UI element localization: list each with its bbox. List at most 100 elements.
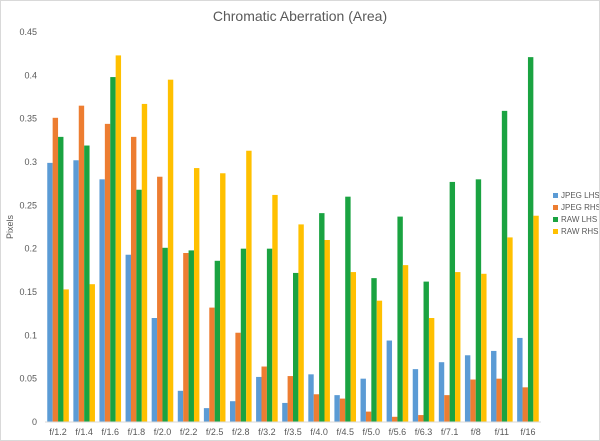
series-jpeg-lhs — [47, 160, 523, 422]
bar — [360, 378, 366, 422]
bar — [308, 374, 314, 422]
bar — [491, 350, 497, 422]
x-tick-label: f/4.5 — [336, 427, 354, 437]
bar — [464, 355, 471, 422]
legend-item: RAW RHS — [553, 227, 598, 236]
bar — [141, 103, 148, 423]
bar — [412, 369, 419, 422]
chart-title: Chromatic Aberration (Area) — [213, 8, 387, 24]
bar — [47, 162, 53, 422]
bar — [287, 376, 293, 422]
bar — [52, 117, 59, 423]
x-tick-label: f/2.5 — [206, 427, 224, 437]
legend-label: JPEG RHS — [561, 203, 599, 212]
x-tick-label: f/4.0 — [310, 427, 328, 437]
bar — [203, 408, 210, 422]
y-tick-label: 0.4 — [24, 70, 37, 80]
series-raw-rhs — [63, 55, 539, 423]
bar — [193, 168, 200, 422]
bar — [334, 395, 340, 422]
y-tick-label: 0 — [32, 417, 37, 427]
bar — [371, 278, 377, 422]
x-tick-label: f/1.8 — [128, 427, 146, 437]
y-tick-label: 0.45 — [19, 27, 37, 37]
y-tick-label: 0.25 — [19, 200, 37, 210]
bar — [115, 55, 122, 423]
bar — [177, 390, 184, 422]
legend: JPEG LHS JPEG RHS RAW LHS RAW RHS — [553, 191, 599, 236]
bar — [125, 254, 131, 422]
bar — [240, 248, 247, 422]
bar — [376, 300, 383, 422]
bar — [157, 176, 163, 422]
bar — [444, 395, 450, 422]
legend-swatch — [553, 193, 558, 198]
bar — [470, 379, 476, 422]
bar — [136, 189, 142, 422]
bar — [235, 332, 241, 422]
x-tick-label: f/3.2 — [258, 427, 276, 437]
bar — [298, 224, 304, 422]
x-tick-label: f/1.4 — [75, 427, 93, 437]
bar — [266, 248, 273, 422]
bar — [78, 105, 85, 423]
bar — [319, 213, 325, 422]
x-tick-label: f/8 — [471, 427, 481, 437]
y-axis-label: Pixels — [5, 215, 15, 240]
x-tick-label: f/2.2 — [180, 427, 198, 437]
x-tick-label: f/2.0 — [154, 427, 172, 437]
bar — [345, 196, 351, 422]
bar — [229, 401, 236, 422]
bar — [392, 416, 398, 422]
bar — [104, 123, 111, 423]
legend-label: RAW RHS — [561, 227, 598, 236]
bar — [246, 150, 252, 423]
y-tick-label: 0.15 — [19, 287, 37, 297]
bar — [481, 273, 487, 422]
bar — [58, 136, 64, 422]
y-axis-ticks: 0 0.05 0.1 0.15 0.2 0.25 0.3 0.35 0.4 0.45 — [19, 27, 37, 427]
bar — [293, 272, 299, 422]
bar — [455, 272, 461, 422]
bar — [350, 272, 357, 422]
bar — [209, 307, 215, 422]
bar — [507, 237, 513, 422]
bar — [428, 318, 435, 422]
bar — [418, 415, 424, 422]
bar — [261, 366, 267, 422]
bar — [220, 173, 226, 422]
x-tick-label: f/3.5 — [284, 427, 302, 437]
legend-swatch — [553, 229, 558, 234]
legend-item: JPEG LHS — [553, 191, 599, 200]
bar — [272, 194, 278, 422]
legend-swatch — [553, 205, 558, 210]
bar — [84, 145, 90, 422]
y-tick-label: 0.1 — [24, 330, 37, 340]
bar — [130, 136, 137, 422]
x-tick-label: f/6.3 — [415, 427, 433, 437]
bar — [89, 284, 95, 422]
bar — [496, 378, 502, 422]
legend-label: RAW LHS — [561, 215, 597, 224]
x-tick-label: f/16 — [520, 427, 535, 437]
x-tick-label: f/5.6 — [389, 427, 407, 437]
bar — [339, 398, 346, 422]
bar — [522, 387, 528, 422]
bar — [449, 181, 456, 422]
x-tick-label: f/5.0 — [363, 427, 381, 437]
bar — [63, 289, 69, 422]
bar — [527, 57, 534, 422]
bar — [99, 179, 105, 422]
y-tick-label: 0.3 — [24, 157, 37, 167]
x-tick-label: f/2.8 — [232, 427, 250, 437]
bar — [324, 240, 330, 422]
x-tick-label: f/11 — [495, 427, 509, 437]
bar — [423, 281, 429, 422]
bar-series-group — [47, 55, 539, 423]
bar — [533, 215, 539, 422]
bar — [183, 253, 189, 422]
legend-item: JPEG RHS — [553, 203, 599, 212]
y-tick-label: 0.05 — [19, 374, 37, 384]
